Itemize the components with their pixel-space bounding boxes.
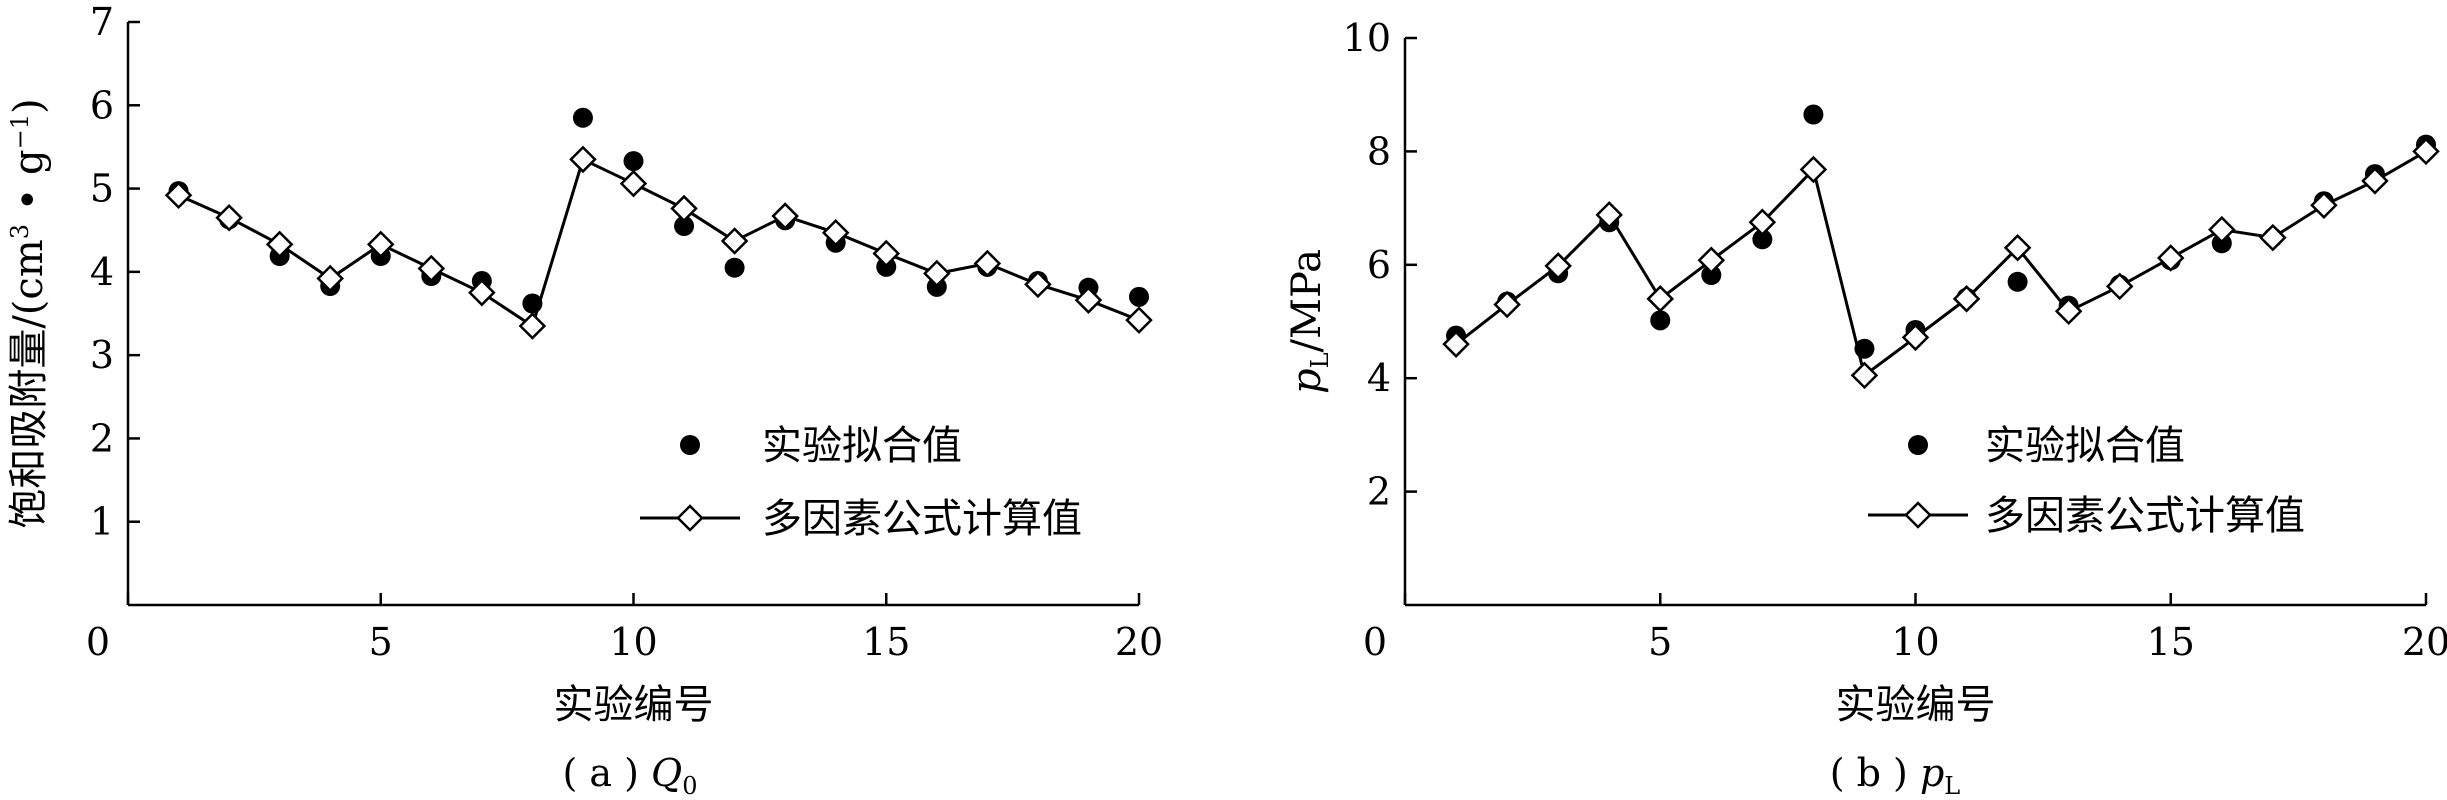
panel-a-legend: 实验拟合值 多因素公式计算值: [640, 423, 1082, 542]
legend-circle-marker: [1908, 435, 1928, 455]
calculated-point: [215, 203, 243, 232]
fitted-point: [1701, 265, 1722, 286]
calculated-point: [1952, 285, 1981, 313]
panel-b-axes: 2 4 6 8 10 0 5 10 15 20: [1343, 16, 2447, 664]
calculated-point: [1544, 252, 1572, 280]
x-tick-label: 0: [1363, 620, 1387, 664]
calculated-point: [2054, 297, 2083, 326]
calculated-point: [2310, 191, 2338, 220]
calculated-point: [366, 230, 395, 259]
panel-a-chart: 1 2 3 4 5 6 7 0 5 10 15 20 实验拟合值 多因素公式计算值 实验编号 饱和吸附…: [6, 0, 1163, 800]
y-tick-label: 4: [1367, 356, 1391, 400]
calculated-point: [973, 249, 1002, 278]
calculated-point: [316, 264, 344, 293]
calculated-point: [670, 194, 698, 223]
calculated-point: [1024, 270, 1052, 299]
calculated-point: [2156, 244, 2185, 272]
x-tick-label: 0: [86, 620, 110, 664]
calculated-point: [1442, 330, 1470, 358]
calculated-series-line: [177, 157, 1140, 329]
x-tick-label: 5: [1648, 620, 1672, 664]
calculated-point: [872, 239, 901, 268]
y-tick-label: 3: [90, 333, 114, 377]
calculated-point: [164, 181, 193, 210]
x-tick-label: 5: [369, 620, 393, 664]
x-tick-label: 10: [609, 620, 657, 664]
fitted-point: [1803, 104, 1824, 125]
calculated-point: [2259, 223, 2287, 252]
fitted-point: [623, 151, 644, 172]
y-tick-label: 6: [1367, 243, 1391, 287]
y-tick-label: 2: [90, 416, 114, 460]
calculated-point: [518, 312, 547, 340]
calculated-point: [1493, 290, 1521, 319]
fitted-point: [2007, 271, 2028, 292]
legend-diamond-marker: [676, 504, 704, 532]
calculated-point: [2208, 215, 2236, 244]
calculated-point: [923, 259, 951, 288]
panel-a-caption: ( a ) Q0: [563, 751, 698, 800]
y-tick-label: 5: [90, 167, 114, 211]
x-axis-title: 实验编号: [554, 682, 714, 728]
panel-a-marks: [164, 107, 1153, 340]
calculated-point: [1697, 246, 1726, 275]
x-tick-label: 15: [862, 620, 910, 664]
panel-b-legend: 实验拟合值 多因素公式计算值: [1868, 423, 2305, 539]
calculated-point: [569, 145, 597, 174]
fitted-point: [674, 216, 695, 237]
calculated-point: [1901, 323, 1930, 352]
legend-circle-marker: [680, 435, 700, 455]
x-tick-label: 15: [2147, 620, 2195, 664]
calculated-point: [1748, 208, 1777, 237]
calculated-point: [821, 218, 850, 247]
calculated-point: [2412, 137, 2440, 166]
y-tick-label: 10: [1343, 16, 1391, 60]
y-axis-title: pL/MPa: [1284, 249, 1334, 394]
y-tick-label: 1: [90, 500, 114, 544]
x-tick-label: 20: [1115, 620, 1163, 664]
calculated-point: [417, 254, 446, 283]
calculated-point: [265, 230, 294, 259]
calculated-point: [1074, 286, 1103, 314]
calculated-point: [468, 278, 496, 307]
panel-b-caption: ( b ) pL: [1830, 751, 1961, 800]
x-tick-label: 20: [2402, 620, 2447, 664]
x-tick-label: 10: [1891, 620, 1939, 664]
calculated-point: [1799, 155, 1828, 184]
calculated-series-line: [1455, 150, 2427, 378]
legend-label-calculated: 多因素公式计算值: [762, 496, 1082, 542]
y-tick-label: 7: [90, 0, 114, 44]
calculated-point: [720, 227, 749, 255]
y-tick-label: 2: [1367, 470, 1391, 514]
panel-b-marks: [1442, 104, 2440, 390]
calculated-point: [2105, 272, 2134, 301]
fitted-point: [1650, 310, 1671, 331]
x-axis-title: 实验编号: [1836, 682, 1996, 728]
calculated-point: [2003, 234, 2032, 262]
calculated-point: [1125, 306, 1153, 334]
y-tick-label: 6: [90, 83, 114, 127]
calculated-point: [1595, 201, 1623, 229]
calculated-point: [771, 202, 799, 230]
legend-diamond-marker: [1904, 501, 1932, 529]
panel-b-chart: 2 4 6 8 10 0 5 10 15 20 实验拟合值 多因素公式计算值 实验编号 pL/MP…: [1284, 16, 2447, 800]
legend-label-calculated: 多因素公式计算值: [1985, 493, 2305, 539]
fitted-point: [1752, 229, 1773, 250]
calculated-point: [2361, 167, 2389, 195]
legend-label-fitted: 实验拟合值: [1985, 423, 2185, 469]
calculated-point: [1646, 285, 1675, 313]
legend-label-fitted: 实验拟合值: [762, 423, 962, 469]
fitted-point: [724, 257, 745, 278]
y-tick-label: 4: [90, 250, 114, 294]
calculated-point: [619, 169, 648, 198]
fitted-point: [1129, 286, 1149, 307]
calculated-point: [1850, 361, 1879, 390]
fitted-point: [572, 107, 593, 128]
y-tick-label: 8: [1367, 129, 1391, 173]
y-axis-title: 饱和吸附量/(cm3 • g−1): [6, 98, 52, 528]
panel-a-axes: 1 2 3 4 5 6 7 0 5 10 15 20: [86, 0, 1163, 664]
